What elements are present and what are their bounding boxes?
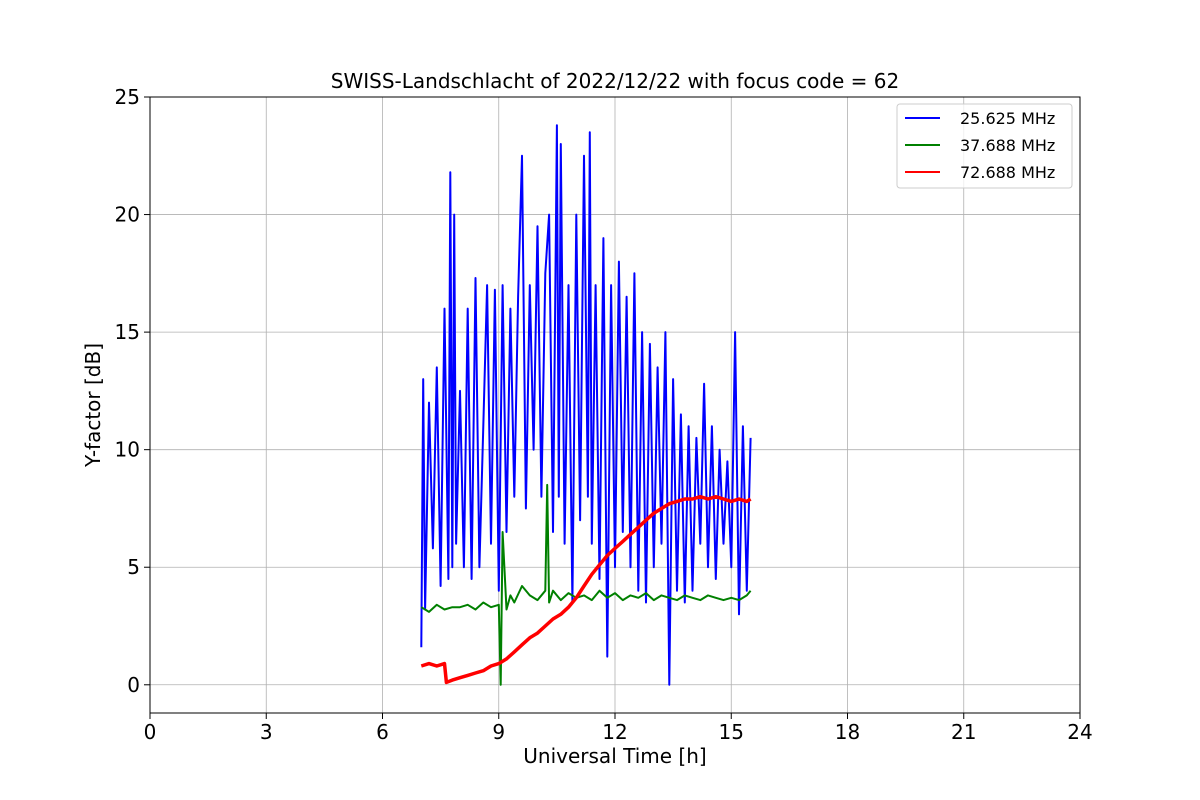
x-tick-label: 9 [492,720,505,744]
x-tick-label: 15 [719,720,744,744]
y-tick-label: 10 [115,438,140,462]
chart-title: SWISS-Landschlacht of 2022/12/22 with fo… [331,69,899,93]
series-line-1 [420,483,752,686]
series-layer [420,124,752,686]
x-ticks: 0 3 6 9 12 15 18 21 24 [144,713,1093,744]
x-tick-label: 18 [835,720,860,744]
legend-box [896,103,1073,189]
x-tick-label: 21 [951,720,976,744]
x-tick-label: 12 [602,720,627,744]
series-line-2 [420,494,752,685]
legend-label-1: 37.688 MHz [960,136,1055,155]
x-tick-label: 3 [260,720,273,744]
x-tick-label: 0 [144,720,157,744]
y-tick-label: 25 [115,85,140,109]
y-tick-label: 15 [115,320,140,344]
legend-label-0: 25.625 MHz [960,109,1055,128]
y-axis-label: Y-factor [dB] [81,343,105,468]
series-line-0 [420,124,752,686]
y-ticks: 0 5 10 15 20 25 [115,85,150,697]
legend-label-2: 72.688 MHz [960,163,1055,182]
y-tick-label: 0 [127,673,140,697]
x-axis-label: Universal Time [h] [523,744,706,768]
x-tick-label: 6 [376,720,389,744]
y-tick-label: 5 [127,555,140,579]
legend: 25.625 MHz 37.688 MHz 72.688 MHz [896,103,1073,189]
y-tick-label: 20 [115,203,140,227]
x-tick-label: 24 [1067,720,1092,744]
